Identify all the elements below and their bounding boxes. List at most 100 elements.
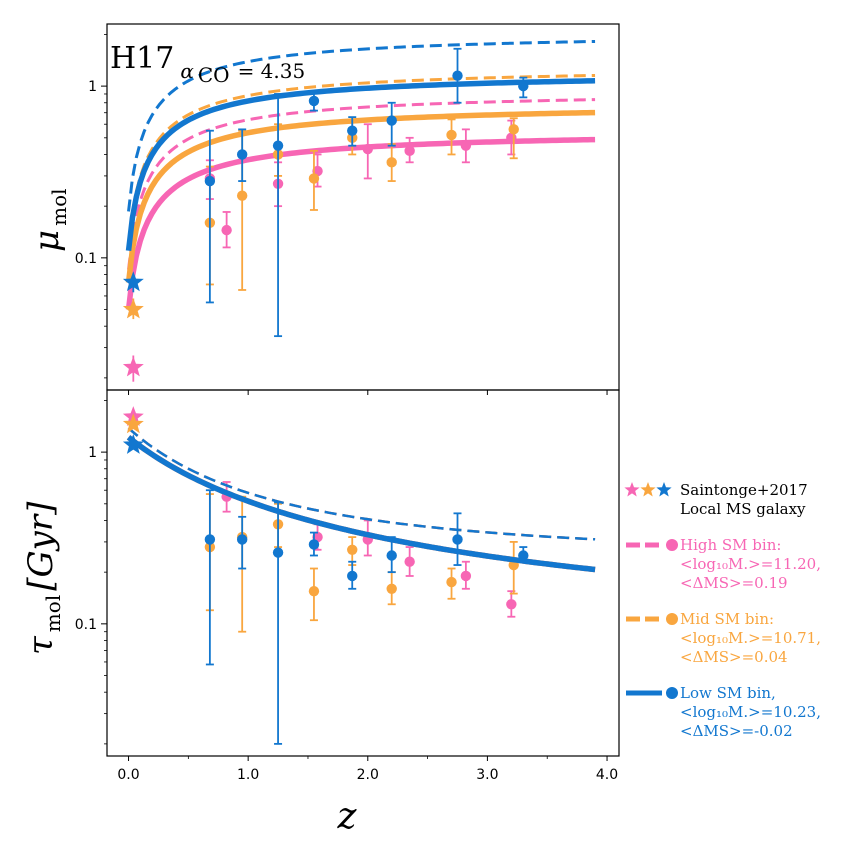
annotation-value: = 4.35 [238, 59, 306, 83]
legend-star-1 [640, 482, 656, 497]
tau-low-point [308, 539, 320, 550]
mu-mid-point [446, 129, 457, 141]
tau-low-point [386, 550, 397, 561]
series-low-tau [126, 427, 596, 745]
top-ylabel-main: μ [27, 230, 67, 252]
annotation-alpha: α [180, 59, 194, 83]
bottom-ylabel-main: τ [21, 635, 61, 655]
tau-mid-point [386, 583, 397, 594]
y-tick-label: 0.1 [75, 617, 97, 633]
bottom-panel-frame [106, 389, 620, 757]
mu-dashed-line-mid [127, 73, 596, 246]
tau-low-point [452, 534, 463, 545]
legend-text-0-1: Local MS galaxy [680, 500, 806, 518]
mu-low-point [452, 70, 463, 81]
tau-mid-point [347, 544, 358, 555]
legend-star-2 [656, 482, 672, 497]
tau-low-point [236, 534, 248, 545]
legend-text-3-0: Low SM bin, [680, 684, 776, 702]
mu-high-point [460, 140, 472, 151]
legend-marker-2 [666, 613, 678, 625]
legend-star-0 [624, 482, 640, 497]
y-tick-label: 1 [88, 79, 97, 95]
tau-solid-line-high [126, 435, 596, 573]
legend-text-3-1: <log₁₀M.>=10.23, [680, 703, 821, 721]
mu-low-point [386, 115, 397, 126]
mu-low-point [347, 125, 358, 136]
x-tick-label: 4.0 [596, 767, 618, 783]
mu-star-high [122, 356, 144, 377]
tau-dashed-line-high [127, 427, 596, 541]
legend-marker-1 [666, 539, 678, 551]
series-high-mu [122, 98, 596, 382]
x-tick-label: 3.0 [476, 767, 498, 783]
tau-star-1 [122, 413, 144, 434]
series-mid-mu [122, 73, 596, 320]
top-ylabel-sub: mol [47, 188, 71, 225]
legend-text-1-0: High SM bin: [680, 536, 781, 554]
legend-text-2-1: <log₁₀M.>=10.71, [680, 629, 821, 647]
mu-low-point [518, 80, 529, 92]
tau-star-2 [122, 434, 144, 454]
legend-text-3-2: <ΔMS>=-0.02 [680, 722, 793, 740]
tau-high-point [460, 570, 472, 582]
tau-mid-point [308, 585, 320, 597]
mu-mid-point [236, 190, 248, 201]
tau-dashed-line-mid [127, 427, 596, 541]
x-tick-label: 2.0 [357, 767, 379, 783]
x-tick-label: 1.0 [237, 767, 259, 783]
mu-dashed-line-low [127, 39, 596, 212]
y-tick-label: 0.1 [75, 251, 97, 267]
x-tick-label: 0.0 [117, 767, 139, 783]
mu-high-point [362, 143, 373, 155]
mu-low-point [308, 95, 320, 107]
legend-marker-3 [666, 687, 678, 699]
tau-high-point [404, 556, 415, 567]
annotation-label: H17 α CO = 4.35 [110, 41, 305, 87]
mu-mid-point [508, 124, 519, 135]
tau-low-point [518, 550, 529, 561]
tau-low-point [347, 570, 358, 582]
mu-star-mid [122, 298, 144, 319]
x-axis-label: z [337, 796, 358, 837]
top-ylabel: μ mol [27, 188, 71, 252]
legend-text-0-0: Saintonge+2017 [680, 481, 808, 499]
mu-dashed-line-high [127, 98, 596, 270]
mu-star-low [122, 271, 144, 292]
tau-mid-point [446, 576, 457, 588]
mu-solid-line-low [125, 78, 596, 252]
series-high-tau [126, 427, 596, 618]
mu-high-point [404, 145, 415, 157]
tau-solid-line-mid [126, 435, 596, 573]
series-mid-tau [126, 427, 596, 633]
tau-low-point [204, 534, 216, 545]
bottom-ylabel-unit: [Gyr] [21, 501, 61, 591]
legend-text-1-2: <ΔMS>=0.19 [680, 574, 788, 592]
mu-low-point [236, 149, 248, 160]
tick-layer: 0.0 1.0 2.0 3.0 4.0 0.1 1 0.1 1 [75, 34, 618, 783]
bottom-ylabel-sub: mol [41, 595, 65, 632]
tau-low-point [272, 547, 284, 558]
mu-low-point [204, 175, 216, 187]
mu-mid-point [308, 173, 320, 184]
plot-layer [122, 39, 596, 745]
mu-solid-line-mid [125, 109, 596, 283]
bottom-ylabel: τ mol [Gyr] [21, 501, 65, 655]
legend-text-1-1: <log₁₀M.>=11.20, [680, 555, 821, 573]
annotation-co: CO [198, 63, 230, 87]
mu-high-point [221, 224, 232, 236]
mu-mid-point [386, 157, 397, 168]
mu-solid-line-high [125, 136, 596, 310]
tau-solid-line-low [126, 435, 596, 573]
annotation-main: H17 [110, 41, 174, 76]
tau-high-point [506, 599, 517, 610]
series-low-mu [122, 39, 596, 338]
legend-text-2-2: <ΔMS>=0.04 [680, 648, 788, 666]
legend-text-2-0: Mid SM bin: [680, 610, 774, 628]
mu-low-point [272, 140, 284, 151]
tau-dashed-line-low [127, 427, 596, 541]
tau-stars [122, 406, 144, 454]
y-tick-label: 1 [88, 445, 97, 461]
